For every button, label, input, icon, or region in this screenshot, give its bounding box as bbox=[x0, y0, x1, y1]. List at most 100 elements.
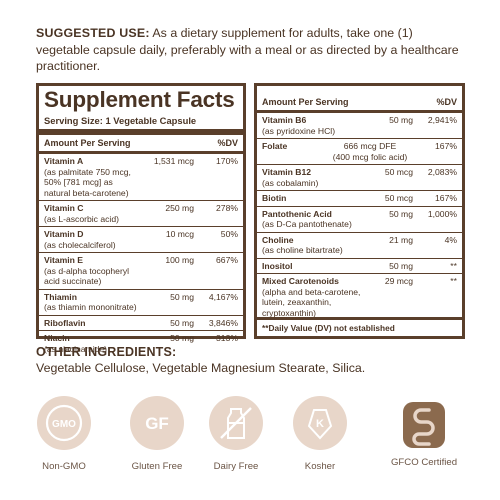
badge-label: GFCO Certified bbox=[390, 457, 458, 468]
nutrient-amount-value: 250 mg bbox=[165, 203, 194, 213]
nutrient-row: Riboflavin 50 mg 3,846% bbox=[39, 316, 243, 331]
nutrient-name-cell: Riboflavin bbox=[44, 318, 138, 329]
nutrient-source: (as cholecalciferol) bbox=[44, 239, 116, 250]
serving-size: Serving Size: 1 Vegetable Capsule bbox=[39, 113, 243, 135]
supplement-facts-left-panel: Supplement Facts Serving Size: 1 Vegetab… bbox=[36, 83, 246, 354]
nutrient-name: Choline bbox=[262, 234, 294, 245]
nutrient-amount: 50 mg bbox=[138, 292, 194, 313]
nutrient-amount: 250 mg bbox=[138, 203, 194, 224]
suggested-use: SUGGESTED USE: As a dietary supplement f… bbox=[36, 25, 466, 75]
nutrient-name-cell: Vitamin D (as cholecalciferol) bbox=[44, 229, 138, 250]
suggested-use-text: As a dietary supplement for adults, take… bbox=[36, 26, 459, 73]
nutrient-amount-value: 50 mg bbox=[170, 291, 194, 302]
nutrient-dv: 50% bbox=[220, 229, 238, 239]
nutrient-name-cell: Niacin (as niacinamide) bbox=[44, 333, 138, 354]
nutrient-amount: 666 mcg DFE (400 mcg folic acid) bbox=[327, 141, 413, 162]
nutrient-name-cell: Mixed Carotenoids (alpha and beta-caroten… bbox=[262, 276, 379, 318]
nutrient-name: Folate bbox=[262, 141, 288, 151]
non-gmo-icon-text: GMO bbox=[52, 419, 76, 430]
nutrient-dv: 2,083% bbox=[427, 167, 457, 177]
amount-per-serving-header: Amount Per Serving bbox=[262, 97, 349, 107]
nutrient-dv: 4,167% bbox=[208, 291, 238, 302]
nutrient-source: (as cobalamin) bbox=[262, 177, 319, 188]
nutrient-row: Biotin 50 mcg 167% bbox=[257, 191, 462, 207]
nutrient-name: Vitamin D bbox=[44, 229, 84, 239]
nutrient-amount: 50 mcg bbox=[379, 167, 413, 188]
nutrient-name-cell: Vitamin B6 (as pyridoxine HCl) bbox=[262, 115, 379, 136]
nutrient-row: Choline (as choline bitartrate) 21 mg 4% bbox=[257, 233, 462, 259]
nutrient-row: Niacin (as niacinamide) 50 mg 313% bbox=[39, 331, 243, 356]
nutrient-name-cell: Inositol bbox=[262, 261, 379, 272]
nutrient-dv: 667% bbox=[216, 255, 238, 265]
nutrient-name-cell: Vitamin E (as d-alpha tocopheryl acid suc… bbox=[44, 255, 138, 287]
nutrient-row: Folate 666 mcg DFE (400 mcg folic acid) 167… bbox=[257, 139, 462, 165]
badge-gfco: GFCO Certified bbox=[384, 396, 464, 468]
nutrient-amount: 100 mg bbox=[138, 255, 194, 287]
nutrient-amount-value: 50 mg bbox=[389, 260, 413, 271]
nutrient-dv: 4% bbox=[444, 234, 457, 245]
nutrient-amount-value: 100 mg bbox=[165, 255, 194, 265]
nutrient-amount: 21 mg bbox=[379, 235, 413, 256]
nutrient-amount-value: 1,531 mcg bbox=[153, 156, 194, 166]
nutrient-amount-value: 50 mcg bbox=[384, 167, 413, 177]
nutrient-name-cell: Vitamin A (as palmitate 750 mcg, 50% [781… bbox=[44, 156, 138, 198]
badge-kosher: K Kosher bbox=[280, 396, 360, 472]
nutrient-row: Mixed Carotenoids (alpha and beta-caroten… bbox=[257, 274, 462, 320]
nutrient-amount-note: (400 mcg folic acid) bbox=[332, 151, 408, 162]
nutrient-name-cell: Vitamin B12 (as cobalamin) bbox=[262, 167, 379, 188]
nutrient-row: Vitamin D (as cholecalciferol) 10 mcg 50% bbox=[39, 227, 243, 253]
nutrient-name: Vitamin C bbox=[44, 203, 84, 213]
nutrient-name: Vitamin B12 bbox=[262, 167, 312, 177]
non-gmo-icon: GMO bbox=[37, 396, 91, 450]
nutrient-amount-value: 50 mg bbox=[389, 115, 413, 125]
nutrient-amount: 50 mg bbox=[379, 261, 413, 272]
nutrient-row: Vitamin B12 (as cobalamin) 50 mcg 2,083% bbox=[257, 165, 462, 191]
nutrient-amount: 1,531 mcg bbox=[138, 156, 194, 198]
nutrient-row: Vitamin C (as L-ascorbic acid) 250 mg 278% bbox=[39, 201, 243, 227]
dv-footnote: **Daily Value (DV) not established bbox=[257, 317, 462, 336]
nutrient-dv: 170% bbox=[216, 156, 238, 166]
nutrient-row: Inositol 50 mg ** bbox=[257, 259, 462, 274]
dv-header: %DV bbox=[436, 97, 457, 107]
badge-label: Kosher bbox=[304, 461, 336, 472]
nutrient-name-cell: Thiamin (as thiamin mononitrate) bbox=[44, 292, 138, 313]
amount-per-serving-header: Amount Per Serving bbox=[44, 138, 131, 148]
badge-label: Dairy Free bbox=[213, 461, 259, 472]
badge-gluten-free: GF Gluten Free bbox=[117, 396, 197, 472]
nutrient-name-cell: Folate bbox=[262, 141, 327, 162]
nutrient-name: Biotin bbox=[262, 193, 287, 203]
nutrient-dv: 167% bbox=[435, 193, 457, 203]
badge-label: Gluten Free bbox=[131, 461, 183, 472]
nutrient-amount: 10 mcg bbox=[138, 229, 194, 250]
nutrient-row: Vitamin A (as palmitate 750 mcg, 50% [781… bbox=[39, 154, 243, 201]
nutrient-name-cell: Vitamin C (as L-ascorbic acid) bbox=[44, 203, 138, 224]
nutrient-dv: 2,941% bbox=[427, 115, 457, 125]
dv-header: %DV bbox=[217, 138, 238, 148]
nutrient-amount-value: 666 mcg DFE bbox=[343, 141, 397, 151]
nutrient-source: (as palmitate 750 mcg, 50% [781 mcg] as … bbox=[44, 166, 131, 198]
nutrient-source: (as d-alpha tocopheryl acid succinate) bbox=[44, 265, 130, 287]
nutrient-source: (as choline bitartrate) bbox=[262, 245, 343, 255]
supplement-facts-right-panel: Amount Per Serving %DV Vitamin B6 (as pyr… bbox=[254, 83, 465, 339]
nutrient-name: Riboflavin bbox=[44, 317, 86, 328]
gfco-icon bbox=[401, 400, 447, 450]
nutrient-name: Inositol bbox=[262, 260, 293, 271]
nutrient-amount-value: 29 mcg bbox=[384, 276, 413, 286]
badge-non-gmo: GMO Non-GMO bbox=[24, 396, 104, 472]
suggested-use-lead: SUGGESTED USE: bbox=[36, 26, 150, 40]
nutrient-amount-value: 50 mg bbox=[170, 333, 194, 343]
other-ingredients-text: Vegetable Cellulose, Vegetable Magnesium… bbox=[36, 361, 366, 375]
nutrient-name: Thiamin bbox=[44, 291, 77, 302]
nutrient-dv: ** bbox=[450, 276, 457, 286]
nutrient-amount-value: 10 mcg bbox=[165, 229, 194, 239]
gluten-free-icon: GF bbox=[130, 396, 184, 450]
gluten-free-icon-text: GF bbox=[145, 414, 169, 433]
nutrient-amount: 50 mcg bbox=[379, 193, 413, 204]
facts-header-right: Amount Per Serving %DV bbox=[257, 86, 462, 113]
nutrient-name-cell: Choline (as choline bitartrate) bbox=[262, 235, 379, 256]
nutrient-source: (as D-Ca pantothenate) bbox=[262, 219, 352, 229]
supplement-facts-title: Supplement Facts bbox=[44, 87, 235, 112]
facts-header-left: Amount Per Serving %DV bbox=[39, 135, 243, 154]
nutrient-name: Vitamin B6 bbox=[262, 115, 307, 125]
nutrient-source: (as pyridoxine HCl) bbox=[262, 125, 336, 136]
